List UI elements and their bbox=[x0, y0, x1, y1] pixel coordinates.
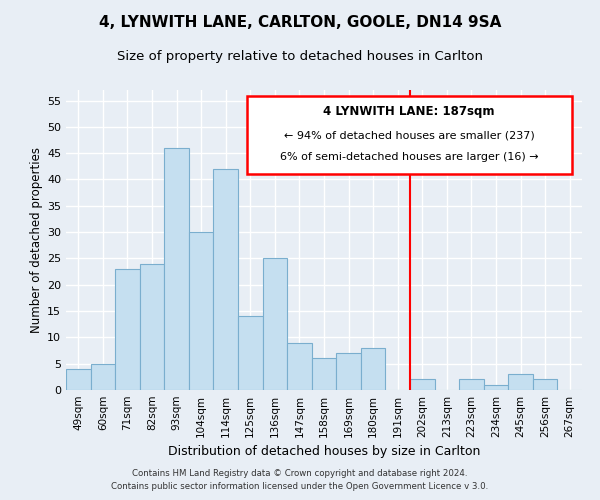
Bar bbox=[164, 148, 189, 390]
Text: 6% of semi-detached houses are larger (16) →: 6% of semi-detached houses are larger (1… bbox=[280, 152, 538, 162]
Y-axis label: Number of detached properties: Number of detached properties bbox=[30, 147, 43, 333]
Bar bbox=[336, 353, 361, 390]
Text: ← 94% of detached houses are smaller (237): ← 94% of detached houses are smaller (23… bbox=[284, 130, 535, 140]
Bar bbox=[115, 269, 140, 390]
X-axis label: Distribution of detached houses by size in Carlton: Distribution of detached houses by size … bbox=[168, 446, 480, 458]
Bar bbox=[66, 369, 91, 390]
Text: 4, LYNWITH LANE, CARLTON, GOOLE, DN14 9SA: 4, LYNWITH LANE, CARLTON, GOOLE, DN14 9S… bbox=[99, 15, 501, 30]
Text: Contains public sector information licensed under the Open Government Licence v : Contains public sector information licen… bbox=[112, 482, 488, 491]
Bar bbox=[287, 342, 312, 390]
Bar bbox=[508, 374, 533, 390]
Bar bbox=[361, 348, 385, 390]
Bar bbox=[189, 232, 214, 390]
Bar bbox=[91, 364, 115, 390]
Bar bbox=[533, 380, 557, 390]
Bar bbox=[312, 358, 336, 390]
Bar bbox=[459, 380, 484, 390]
Text: 4 LYNWITH LANE: 187sqm: 4 LYNWITH LANE: 187sqm bbox=[323, 105, 495, 118]
Bar bbox=[410, 380, 434, 390]
FancyBboxPatch shape bbox=[247, 96, 572, 174]
Bar bbox=[140, 264, 164, 390]
Text: Contains HM Land Registry data © Crown copyright and database right 2024.: Contains HM Land Registry data © Crown c… bbox=[132, 468, 468, 477]
Text: Size of property relative to detached houses in Carlton: Size of property relative to detached ho… bbox=[117, 50, 483, 63]
Bar bbox=[263, 258, 287, 390]
Bar bbox=[484, 384, 508, 390]
Bar bbox=[238, 316, 263, 390]
Bar bbox=[214, 169, 238, 390]
